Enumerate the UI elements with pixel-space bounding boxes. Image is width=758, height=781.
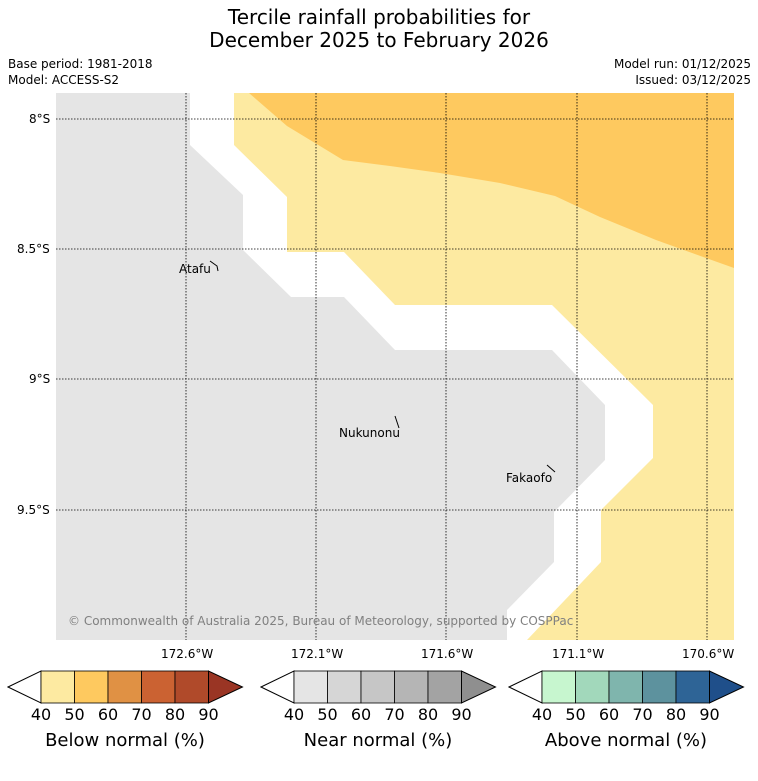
colorbar-tick-label: 60 — [598, 705, 620, 724]
colorbar-tick-label: 70 — [632, 705, 653, 724]
colorbar-segment — [394, 670, 429, 704]
colorbar-tick-label: 90 — [451, 705, 472, 724]
colorbar-segment — [642, 670, 677, 704]
colorbar-segment — [174, 670, 209, 704]
lat-label-9-5s: 9.5°S — [17, 503, 50, 517]
colorbar-tick-label: 50 — [64, 705, 85, 724]
colorbar-tick-label: 60 — [97, 705, 119, 724]
lon-label-171-1w: 171.1°W — [552, 647, 605, 661]
below-normal-50-60-region — [249, 93, 734, 268]
base-period: Base period: 1981-2018 — [8, 57, 153, 71]
colorbar-segment — [40, 670, 75, 704]
atafu-atoll — [209, 260, 219, 272]
colorbar-tick-label: 50 — [565, 705, 586, 724]
colorbar-tick-label: 40 — [30, 705, 52, 724]
colorbar-tick-label: 90 — [198, 705, 219, 724]
graticule — [56, 93, 734, 640]
lon-label-170-6w: 170.6°W — [682, 647, 735, 661]
colorbar-tick-label: 80 — [417, 705, 439, 724]
colorbar-title-below-normal: Below normal (%) — [45, 730, 205, 751]
colorbar-tick-label: 90 — [699, 705, 720, 724]
colorbar-tick-label: 40 — [283, 705, 305, 724]
colorbar-segment — [74, 670, 109, 704]
colorbar-above-normal — [508, 670, 745, 704]
colorbar-arrow-low — [7, 670, 42, 704]
model-name: Model: ACCESS-S2 — [8, 73, 120, 87]
chart-title-line1: Tercile rainfall probabilities for — [227, 5, 531, 29]
colorbar-arrow-high — [709, 670, 745, 704]
colorbar-segment — [293, 670, 328, 704]
lon-label-171-6w: 171.6°W — [421, 647, 474, 661]
nukunonu-atoll — [394, 415, 400, 429]
chart-title-line2: December 2025 to February 2026 — [209, 28, 549, 52]
colorbar-near-normal — [260, 670, 497, 704]
colorbar-arrow-high — [461, 670, 497, 704]
colorbar-segment — [675, 670, 710, 704]
copyright-notice: © Commonwealth of Australia 2025, Bureau… — [68, 614, 574, 628]
near-normal-region — [56, 93, 605, 640]
colorbar-arrow-high — [208, 670, 244, 704]
colorbar-arrow-low — [508, 670, 543, 704]
colorbar-tick-label: 40 — [531, 705, 553, 724]
place-label-nukunonu: Nukunonu — [339, 426, 400, 440]
lon-label-172-1w: 172.1°W — [291, 647, 344, 661]
fakaofo-atoll — [546, 464, 556, 473]
lat-label-8s: 8°S — [29, 112, 51, 126]
colorbar-segment — [608, 670, 643, 704]
colorbar-tick-label: 60 — [350, 705, 372, 724]
colorbar-tick-label: 80 — [164, 705, 186, 724]
model-run: Model run: 01/12/2025 — [613, 57, 751, 71]
colorbar-tick-label: 70 — [384, 705, 405, 724]
below-normal-40-50-region — [234, 93, 734, 640]
colorbar-segment — [541, 670, 576, 704]
lat-label-8-5s: 8.5°S — [17, 242, 50, 256]
colorbar-below-normal — [7, 670, 244, 704]
colorbar-title-above-normal: Above normal (%) — [544, 730, 708, 751]
issued-date: Issued: 03/12/2025 — [635, 73, 751, 87]
colorbar-segment — [575, 670, 610, 704]
colorbar-segment — [327, 670, 362, 704]
colorbar-tick-label: 50 — [317, 705, 338, 724]
colorbar-segment — [107, 670, 142, 704]
colorbar-arrow-low — [260, 670, 295, 704]
colorbar-tick-label: 80 — [665, 705, 687, 724]
colorbar-segment — [360, 670, 395, 704]
place-label-atafu: Atafu — [179, 262, 211, 276]
colorbar-segment — [141, 670, 176, 704]
lon-label-172-6w: 172.6°W — [161, 647, 214, 661]
colorbar-tick-label: 70 — [131, 705, 152, 724]
colorbar-segment — [427, 670, 462, 704]
atolls — [209, 260, 556, 473]
lat-label-9s: 9°S — [29, 372, 51, 386]
place-label-fakaofo: Fakaofo — [506, 471, 553, 485]
colorbar-title-near-normal: Near normal (%) — [303, 730, 453, 751]
